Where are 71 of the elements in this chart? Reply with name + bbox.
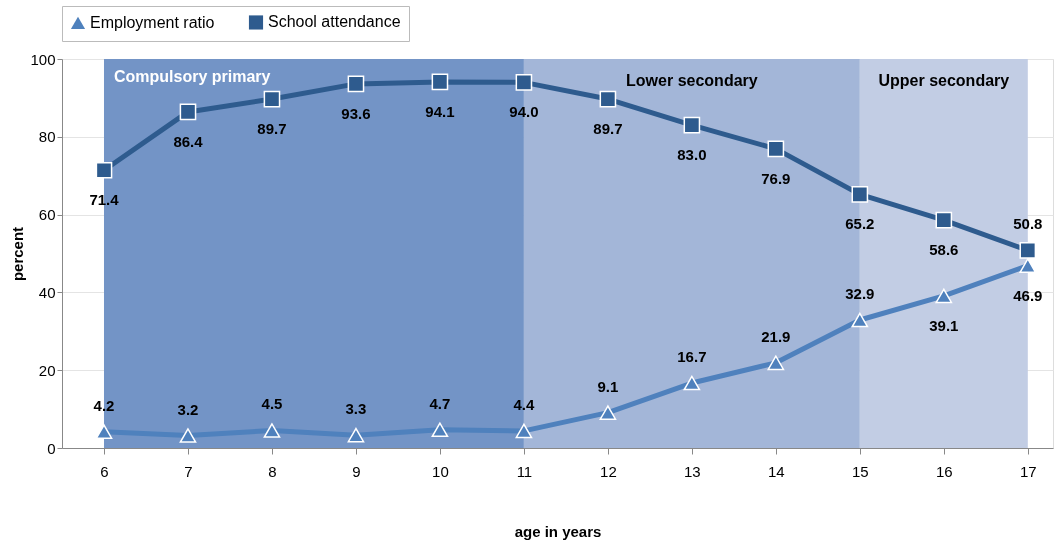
data-label: 58.6 <box>929 241 959 259</box>
legend-label: School attendance <box>268 13 401 31</box>
data-label: 89.7 <box>257 120 287 138</box>
point <box>935 288 953 304</box>
point <box>179 103 197 121</box>
x-tick-label: 7 <box>184 462 193 480</box>
point <box>599 405 617 420</box>
point <box>683 116 701 134</box>
x-tick-label: 12 <box>600 462 617 480</box>
data-label: 94.0 <box>509 103 539 121</box>
data-label: 3.2 <box>177 400 199 418</box>
point <box>431 73 449 91</box>
y-tick-label: 0 <box>47 439 56 457</box>
y-tick-label: 100 <box>30 50 56 68</box>
point <box>95 161 113 179</box>
point <box>179 428 197 443</box>
point <box>263 90 281 108</box>
x-tick-label: 6 <box>100 462 109 480</box>
x-tick-label: 17 <box>1019 462 1037 480</box>
x-tick-label: 10 <box>432 462 449 480</box>
x-axis-title: age in years <box>514 522 602 540</box>
data-label: 93.6 <box>341 104 371 122</box>
point <box>347 427 365 443</box>
band-label: Lower secondary <box>626 72 758 89</box>
data-label: 32.9 <box>845 285 875 303</box>
data-label: 46.9 <box>1013 286 1043 304</box>
point <box>767 140 785 158</box>
y-tick-label: 60 <box>38 206 56 224</box>
data-label: 94.1 <box>425 102 455 120</box>
point <box>767 355 785 371</box>
point <box>515 423 533 439</box>
point <box>935 211 953 229</box>
band-label: Compulsory primary <box>113 68 271 85</box>
point <box>515 74 533 91</box>
point <box>599 90 617 108</box>
band-label: Upper secondary <box>878 72 1010 89</box>
y-tick-label: 40 <box>38 283 56 301</box>
data-label: 76.9 <box>761 169 791 187</box>
data-label: 83.0 <box>677 146 707 164</box>
data-label: 4.2 <box>93 396 115 414</box>
data-label: 9.1 <box>597 377 619 395</box>
y-tick-label: 20 <box>38 361 56 379</box>
point <box>347 75 365 93</box>
data-label: 89.7 <box>593 120 623 138</box>
point <box>1019 242 1037 259</box>
data-label: 86.4 <box>173 132 204 150</box>
data-label: 65.2 <box>845 215 875 233</box>
x-tick-label: 8 <box>268 462 277 480</box>
point <box>851 186 869 203</box>
legend-label: Employment ratio <box>90 13 215 31</box>
y-axis-title: percent <box>9 226 27 282</box>
data-label: 50.8 <box>1013 215 1043 233</box>
x-tick-label: 11 <box>516 462 533 480</box>
data-label: 4.7 <box>429 394 451 412</box>
x-tick-label: 14 <box>768 462 785 480</box>
y-tick-label: 80 <box>38 128 56 146</box>
point <box>431 422 449 438</box>
data-label: 3.3 <box>345 400 367 418</box>
data-label: 4.4 <box>513 395 535 413</box>
point <box>683 375 701 391</box>
x-tick-label: 13 <box>684 462 701 480</box>
x-tick-label: 16 <box>935 462 953 480</box>
x-tick-label: 9 <box>352 462 361 480</box>
point <box>95 424 113 439</box>
x-tick-label: 15 <box>852 462 869 480</box>
data-label: 16.7 <box>677 348 707 366</box>
data-label: 4.5 <box>261 395 283 413</box>
point <box>851 312 869 328</box>
point <box>263 423 281 438</box>
data-label: 39.1 <box>929 316 959 334</box>
data-label: 21.9 <box>761 327 791 345</box>
